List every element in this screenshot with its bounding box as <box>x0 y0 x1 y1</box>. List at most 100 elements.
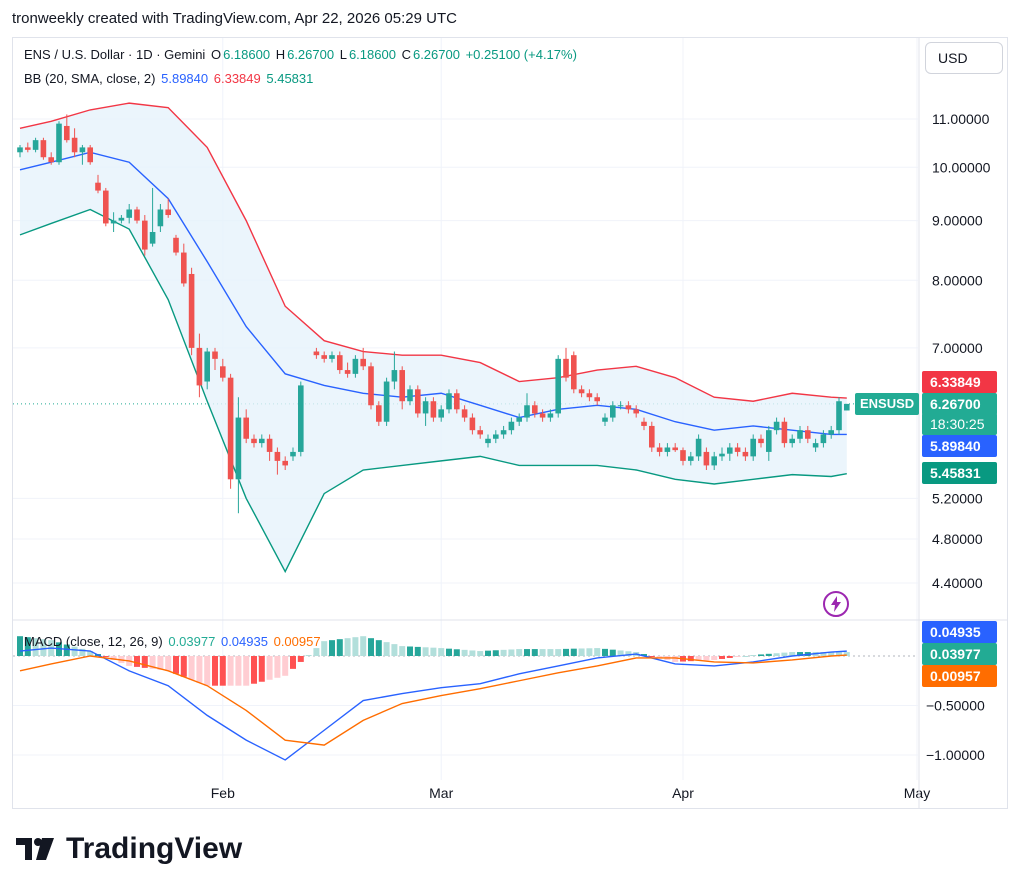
candle-body <box>274 451 281 461</box>
macd-histogram-bar <box>17 636 23 656</box>
bb-lower-value: 5.45831 <box>266 71 314 86</box>
candle-body <box>126 209 132 218</box>
candle-body <box>25 147 31 150</box>
macd-histogram-bar <box>531 649 538 656</box>
macd-histogram-bar <box>570 648 577 656</box>
candle-body <box>266 438 273 452</box>
macd-histogram-bar <box>40 639 47 656</box>
candle-body <box>672 447 678 451</box>
macd-histogram-bar <box>188 656 195 680</box>
candle-body <box>773 421 780 431</box>
macd-histogram-bar <box>180 656 187 677</box>
candle-body <box>555 358 561 414</box>
macd-histogram-bar <box>266 656 273 680</box>
candle-body <box>508 421 515 431</box>
candle-body <box>64 125 70 141</box>
macd-label[interactable]: MACD (close, 12, 26, 9) <box>24 634 163 649</box>
macd-signal-tag: 0.00957 <box>922 665 997 687</box>
macd-histogram-bar <box>539 649 546 656</box>
candle-body <box>383 381 390 422</box>
candle-body <box>196 347 203 386</box>
macd-histogram-bar <box>297 656 304 662</box>
macd-histogram-bar <box>63 644 70 656</box>
macd-histogram-bar <box>204 656 211 686</box>
candle-body <box>812 443 819 448</box>
candle-body <box>578 389 585 394</box>
macd-histogram-bar <box>742 656 749 657</box>
macd-histogram-bar <box>87 651 94 656</box>
candle-body <box>313 351 320 356</box>
macd-histogram-bar <box>524 649 530 656</box>
macd-histogram-bar <box>687 656 694 662</box>
tradingview-logo: TradingView <box>16 832 242 866</box>
candle-body <box>500 430 507 435</box>
candle-body <box>828 430 834 435</box>
macd-histogram-bar <box>843 652 850 656</box>
macd-histogram-bar <box>243 656 250 686</box>
bb-label[interactable]: BB (20, SMA, close, 2) <box>24 71 156 86</box>
candle-body <box>438 409 444 418</box>
candle-body <box>251 438 257 444</box>
bollinger-bands <box>19 102 847 574</box>
macd-histogram-bar <box>469 650 476 656</box>
candle-body <box>376 405 382 422</box>
time-tick-label: Mar <box>429 785 453 801</box>
candle-body <box>243 417 249 439</box>
candle-body <box>32 140 39 150</box>
price-tick-label: 8.00000 <box>932 272 983 288</box>
macd-histogram-bar <box>453 649 460 656</box>
price-legend: ENS / U.S. Dollar · 1D · Gemini O 6.18600… <box>24 47 579 62</box>
macd-histogram-bar <box>134 656 140 667</box>
candle-body <box>430 401 437 418</box>
macd-histogram-bar <box>508 649 515 656</box>
macd-histogram-bar <box>695 656 702 661</box>
bb-lower-tag: 5.45831 <box>922 462 997 484</box>
macd-histogram-bar <box>251 656 257 684</box>
macd-histogram-bar <box>375 640 382 656</box>
candle-body <box>352 358 359 374</box>
macd-histogram-bar <box>227 656 234 686</box>
macd-histogram-bar <box>274 656 281 678</box>
candle-body <box>641 421 647 426</box>
macd-hist-tag: 0.03977 <box>922 643 997 665</box>
candle-body <box>282 460 288 466</box>
symbol-label[interactable]: ENS / U.S. Dollar · 1D · Gemini <box>24 47 206 62</box>
macd-signal-value: 0.00957 <box>273 634 321 649</box>
candle-body <box>95 182 101 191</box>
macd-histogram-bar <box>149 656 156 669</box>
candle-body <box>188 273 195 348</box>
macd-histogram-bar <box>430 647 437 656</box>
macd-histogram-bar <box>383 642 390 656</box>
price-tick-label: 10.00000 <box>932 159 991 175</box>
candle-body <box>477 430 483 435</box>
currency-button[interactable]: USD <box>925 42 1003 74</box>
candle-body <box>656 447 663 452</box>
candle-body <box>134 209 140 221</box>
macd-histogram-bar <box>672 656 679 662</box>
candle-body <box>727 447 733 454</box>
macd-histogram-bar <box>399 646 406 656</box>
candle-body <box>446 393 452 410</box>
lightning-icon[interactable] <box>822 590 850 618</box>
change-value: +0.25100 (+4.17%) <box>465 47 577 62</box>
macd-line-tag: 0.04935 <box>922 621 997 643</box>
high-value: 6.26700 <box>287 47 335 62</box>
macd-histogram-bar <box>547 649 554 656</box>
candle-body <box>461 409 468 418</box>
candle-body <box>844 403 850 411</box>
candle-body <box>149 231 156 244</box>
open-value: 6.18600 <box>223 47 271 62</box>
macd-histogram-bar <box>594 648 601 656</box>
candle-body <box>337 355 343 371</box>
candle-body <box>820 434 827 444</box>
price-tick-label: 5.20000 <box>932 490 983 506</box>
candle-body <box>259 438 265 444</box>
candle-body <box>415 389 421 414</box>
candle-body <box>204 351 210 382</box>
candle-body <box>797 430 803 439</box>
macd-histogram-bar <box>173 656 179 674</box>
candle-body <box>110 220 117 224</box>
bb-basis-value: 5.89840 <box>161 71 209 86</box>
macd-line-value: 0.04935 <box>220 634 268 649</box>
